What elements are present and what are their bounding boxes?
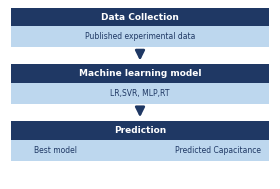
- Text: Predicted Capacitance: Predicted Capacitance: [175, 146, 262, 155]
- Bar: [11, 64, 269, 83]
- Text: Prediction: Prediction: [114, 126, 166, 135]
- Text: Data Collection: Data Collection: [101, 12, 179, 22]
- Text: Machine learning model: Machine learning model: [79, 69, 201, 78]
- Text: Best model: Best model: [34, 146, 78, 155]
- Text: LR,SVR, MLP,RT: LR,SVR, MLP,RT: [110, 89, 170, 98]
- Text: Published experimental data: Published experimental data: [85, 32, 195, 41]
- Bar: [11, 8, 269, 26]
- Bar: [11, 83, 269, 104]
- Bar: [11, 26, 269, 47]
- Bar: [11, 121, 269, 140]
- Bar: [11, 140, 269, 161]
